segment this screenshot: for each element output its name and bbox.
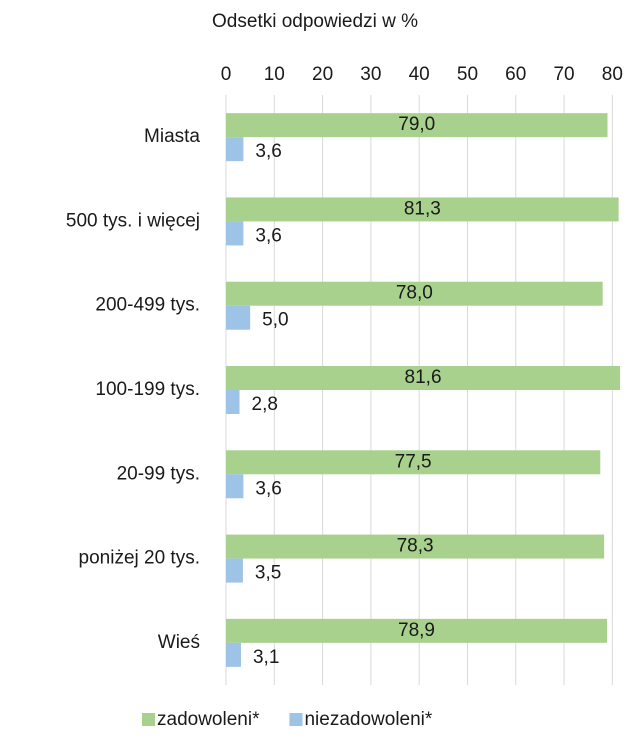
bar (226, 534, 605, 559)
bar (226, 558, 243, 583)
data-label: 3,6 (255, 141, 281, 162)
x-tick-label: 10 (264, 64, 285, 85)
axis-title: Odsetki odpowiedzi w % (212, 11, 418, 32)
data-label: 2,8 (252, 394, 278, 415)
legend-swatch (142, 713, 155, 726)
data-label: 78,9 (398, 620, 435, 641)
bar (226, 113, 608, 138)
x-tick-label: 80 (602, 64, 623, 85)
x-tick-label: 0 (221, 64, 232, 85)
y-tick-label: 100-199 tys. (95, 379, 200, 400)
data-label: 79,0 (398, 114, 435, 135)
bar (226, 618, 608, 643)
data-label: 3,5 (255, 563, 281, 584)
legend-label: zadowoleni* (157, 709, 260, 730)
y-tick-label: Wieś (158, 632, 200, 653)
y-tick-label: 500 tys. i więcej (66, 210, 200, 231)
x-tick-label: 20 (312, 64, 333, 85)
y-tick-label: 200-499 tys. (95, 295, 200, 316)
y-tick-label: Miasta (144, 126, 200, 147)
bar (226, 474, 244, 499)
y-tick-label: 20-99 tys. (117, 463, 200, 484)
bar (226, 450, 601, 475)
bar (226, 281, 603, 306)
data-label: 81,3 (404, 198, 441, 219)
x-tick-label: 50 (457, 64, 478, 85)
x-tick-label: 40 (409, 64, 430, 85)
legend-label: niezadowoleni* (304, 709, 432, 730)
legend-swatch (289, 713, 303, 726)
data-label: 78,3 (397, 536, 434, 557)
bar (226, 642, 241, 667)
bar (226, 366, 621, 390)
bar (226, 305, 251, 330)
data-label: 81,6 (405, 367, 442, 388)
data-label: 3,6 (255, 225, 281, 246)
data-label: 77,5 (395, 451, 432, 472)
data-label: 78,0 (396, 283, 433, 304)
y-tick-label: poniżej 20 tys. (79, 548, 200, 569)
data-label: 5,0 (262, 310, 288, 331)
bar (226, 221, 244, 246)
x-tick-label: 60 (505, 64, 526, 85)
bar (226, 137, 244, 162)
bar (226, 390, 240, 414)
x-tick-label: 70 (553, 64, 574, 85)
x-tick-label: 30 (360, 64, 381, 85)
data-label: 3,1 (253, 647, 279, 668)
bar (226, 197, 619, 222)
data-label: 3,6 (255, 478, 281, 499)
